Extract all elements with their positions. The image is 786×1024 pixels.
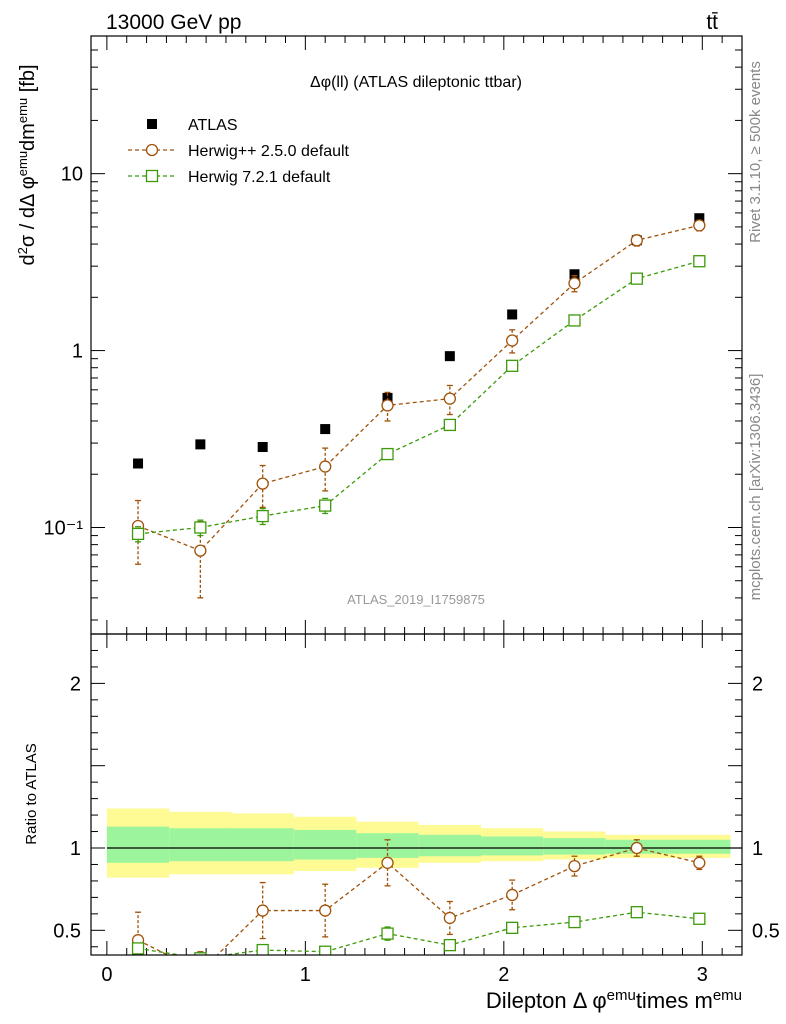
series-line-1	[137, 224, 700, 552]
y-tick-label-ratio: 2	[70, 673, 81, 695]
band-inner	[481, 836, 544, 856]
data-point-herwig7	[630, 272, 643, 285]
data-point-atlas	[382, 392, 393, 403]
ratio-point-herwig7	[568, 915, 581, 929]
data-point-herwig7	[194, 521, 207, 534]
data-point-herwigpp	[506, 334, 519, 347]
data-point-herwig7	[319, 499, 332, 512]
data-point-atlas	[694, 213, 705, 224]
data-point-herwigpp	[630, 234, 643, 247]
uncertainty-bands	[106, 808, 731, 878]
ratio-point-herwig7	[131, 942, 145, 955]
y-tick-label-ratio: 1	[70, 838, 81, 860]
band-inner	[169, 828, 232, 862]
ratio-point-herwig7	[630, 906, 643, 919]
legend-label: Herwig 7.2.1 default	[188, 169, 331, 186]
ratio-point-herwigpp	[568, 859, 581, 873]
ratio-point-herwig7	[194, 952, 207, 955]
data-point-herwig7	[693, 255, 706, 268]
ratio-point-herwig7	[381, 927, 394, 940]
rivet-label: Rivet 3.1.10, ≥ 500k events	[747, 61, 764, 243]
ratio-series	[131, 839, 706, 977]
x-tick-label: 0	[101, 964, 112, 986]
band-inner	[231, 828, 294, 862]
x-tick-label: 1	[300, 964, 311, 986]
plot-title: Δφ(ll) (ATLAS dileptonic ttbar)	[310, 74, 522, 91]
y-tick-label-main: 10	[61, 164, 83, 186]
legend-marker-atlas	[147, 119, 157, 129]
data-point-herwigpp	[443, 392, 456, 405]
data-point-herwigpp	[319, 460, 332, 473]
ratio-point-herwig7	[693, 912, 706, 925]
legend-label: ATLAS	[188, 117, 238, 134]
main-y-axis-label: d2σ / dΔ φemudmemu [fb]	[15, 64, 40, 265]
data-point-herwig7	[506, 359, 519, 372]
band-inner	[418, 834, 482, 857]
ratio-point-herwigpp	[693, 856, 706, 869]
ratio-panel: 0 1 2 3 0.5 0.5 1 1 2 2 Ratio to ATLAS Dilepton Δ…	[23, 633, 780, 1014]
ratio-point-herwigpp	[630, 841, 643, 855]
ratio-point-herwigpp	[381, 856, 394, 869]
x-tick-label: 3	[697, 964, 708, 986]
y-tick-label-main: 1	[72, 341, 83, 363]
ratio-y-axis-label: Ratio to ATLAS	[23, 743, 40, 844]
main-series	[131, 213, 706, 599]
band-inner	[106, 826, 170, 863]
data-point-atlas	[444, 351, 455, 362]
ratio-point-herwig7	[443, 938, 456, 952]
ratio-frame	[90, 633, 743, 956]
data-point-herwig7	[568, 314, 581, 327]
ratio-point-herwigpp	[256, 904, 269, 917]
legend: ATLAS Herwig++ 2.5.0 default Herwig 7.2.1 …	[128, 117, 350, 186]
ratio-point-herwig7	[256, 943, 269, 955]
data-point-atlas	[133, 458, 144, 469]
data-point-herwig7	[256, 509, 269, 523]
ratio-point-herwigpp	[443, 911, 456, 925]
data-point-herwig7	[443, 418, 456, 432]
ratio-point-herwig7	[506, 921, 519, 934]
ratio-point-herwigpp	[195, 966, 206, 977]
band-inner	[293, 829, 357, 860]
y-tick-label-main: 10⁻¹	[44, 517, 84, 539]
y-tick-label-ratio-right: 0.5	[752, 920, 780, 942]
legend-marker-herwig7	[145, 169, 159, 183]
data-point-herwigpp	[256, 477, 269, 490]
x-axis-label: Dilepton Δ φemutimes memu	[486, 987, 742, 1014]
main-plot-layer: 10⁻¹ 1 10	[44, 35, 742, 634]
y-tick-label-ratio: 0.5	[53, 920, 81, 942]
ratio-point-herwig7	[319, 945, 332, 955]
data-point-atlas	[569, 269, 580, 280]
ratio-line-1	[137, 911, 700, 955]
data-point-atlas	[320, 424, 331, 435]
data-point-atlas	[257, 442, 268, 453]
data-point-herwigpp	[568, 277, 581, 290]
series-line-2	[137, 260, 700, 535]
data-point-herwigpp	[381, 399, 394, 412]
x-tick-label: 2	[498, 964, 509, 986]
data-point-herwigpp	[194, 544, 207, 557]
data-point-herwig7	[381, 447, 394, 461]
data-point-herwig7	[131, 527, 145, 541]
mcplots-label: mcplots.cern.ch [arXiv:1306.3436]	[747, 374, 764, 601]
ratio-point-herwigpp	[506, 888, 519, 902]
ratio-line-0	[137, 847, 700, 955]
legend-label: Herwig++ 2.5.0 default	[188, 143, 350, 160]
y-tick-label-ratio-right: 2	[752, 673, 763, 695]
y-tick-label-ratio-right: 1	[752, 838, 763, 860]
band-inner	[543, 838, 606, 855]
header-left: 13000 GeV pp	[106, 11, 241, 34]
data-point-atlas	[195, 439, 206, 450]
legend-marker-herwigpp	[145, 143, 159, 157]
ratio-point-herwigpp	[319, 904, 332, 917]
analysis-watermark: ATLAS_2019_I1759875	[347, 592, 485, 607]
header-right: tt̄	[706, 11, 718, 34]
band-inner	[667, 839, 731, 854]
data-point-herwigpp	[693, 219, 706, 232]
data-point-atlas	[507, 309, 518, 320]
ratio-plot-layer: 0 1 2 3 0.5 0.5 1 1 2 2	[53, 634, 780, 986]
